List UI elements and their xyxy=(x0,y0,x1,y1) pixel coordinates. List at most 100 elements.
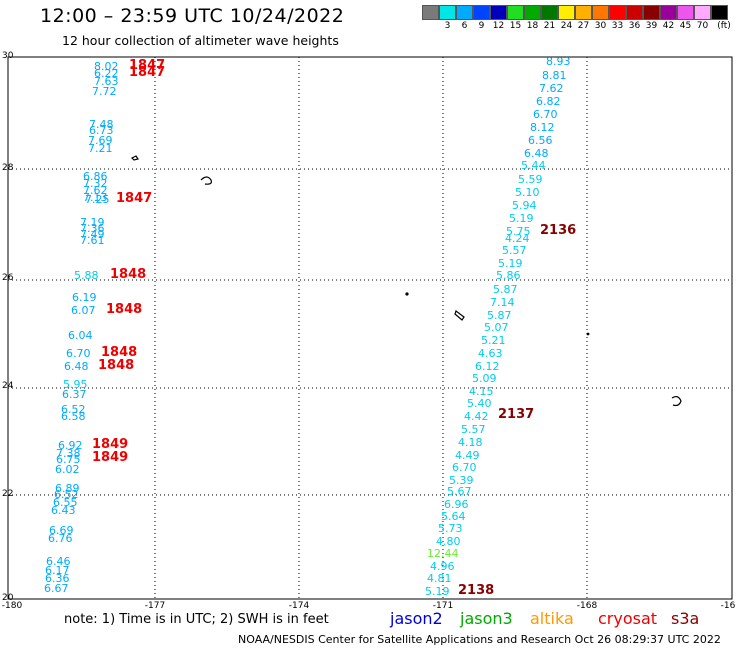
coastline-features xyxy=(130,155,682,407)
wave-height-label: 6.52 xyxy=(54,488,79,501)
wave-height-legend: 3 6 9 12 15 18 21 24 27 30 33 36 39 42 45 70 (ft) xyxy=(422,5,731,31)
legend-bin-label: 9 xyxy=(478,21,485,31)
wave-height-label: 6.48 xyxy=(64,360,89,373)
wave-height-label: 6.52 xyxy=(61,403,86,416)
island-dot xyxy=(586,332,590,336)
x-tick-label: -171 xyxy=(432,601,454,611)
legend-swatch xyxy=(660,5,677,20)
island-outline xyxy=(130,155,139,161)
wave-height-label: 6.73 xyxy=(89,124,114,137)
wave-height-label: 5.07 xyxy=(484,321,509,334)
pass-time-label: 1847 xyxy=(129,65,166,80)
wave-height-label: 5.86 xyxy=(496,269,521,282)
map-title: 12:00 – 23:59 UTC 10/24/2022 xyxy=(40,5,345,27)
wave-height-label: 7.14 xyxy=(490,296,515,309)
wave-height-label: 5.19 xyxy=(498,257,523,270)
y-tick-label: 22 xyxy=(2,489,14,499)
wave-height-label: 6.56 xyxy=(528,134,553,147)
wave-height-label: 6.70 xyxy=(452,461,477,474)
wave-height-label: 4.15 xyxy=(469,385,494,398)
pass-time-label: 1848 xyxy=(98,358,135,373)
wave-height-label: 7.32 xyxy=(83,177,108,190)
wave-height-label: 5.94 xyxy=(512,199,537,212)
legend-bin-label: 6 xyxy=(461,21,468,31)
wave-height-label: 6.92 xyxy=(58,439,83,452)
wave-height-label: 6.89 xyxy=(55,482,80,495)
wave-height-label: 4.42 xyxy=(464,410,489,423)
legend-bin-label: 30 xyxy=(594,21,607,31)
wave-height-label: 6.76 xyxy=(48,532,73,545)
legend-satellite-cryosat: cryosat xyxy=(598,609,658,628)
wave-height-label: 6.36 xyxy=(45,572,70,585)
wave-height-label: 6.55 xyxy=(53,496,78,509)
pass-time-label: 1848 xyxy=(101,345,138,360)
x-tick-label: -180 xyxy=(1,601,23,611)
y-tick-label: 24 xyxy=(2,381,14,391)
island-dot xyxy=(405,292,409,296)
legend-swatch xyxy=(575,5,592,20)
wave-height-label: 6.37 xyxy=(62,388,87,401)
pass-time-label: 1848 xyxy=(106,302,143,317)
wave-height-label: 6.48 xyxy=(524,147,549,160)
pass-time-label: 2138 xyxy=(458,583,495,598)
wave-height-label: 7.62 xyxy=(539,82,564,95)
wave-height-label: 5.21 xyxy=(481,334,506,347)
legend-satellite-altika: altika xyxy=(530,609,574,628)
legend-satellite-jason2: jason2 xyxy=(390,609,443,628)
legend-swatch xyxy=(507,5,524,20)
wave-height-label: 4.18 xyxy=(458,436,483,449)
legend-swatch xyxy=(626,5,643,20)
legend-labels: 3 6 9 12 15 18 21 24 27 30 33 36 39 42 45 70 (ft) xyxy=(422,21,740,35)
legend-swatch xyxy=(558,5,575,20)
legend-swatch xyxy=(490,5,507,20)
pass-time-label: 1847 xyxy=(116,191,153,206)
wave-height-label: 7.21 xyxy=(88,142,113,155)
wave-height-label: 6.69 xyxy=(49,524,74,537)
legend-bin-label: 33 xyxy=(611,21,624,31)
wave-height-label: 4.96 xyxy=(430,560,455,573)
island-outline xyxy=(200,176,212,185)
legend-bin-label: 24 xyxy=(560,21,573,31)
pass-time-label: 2136 xyxy=(540,223,577,238)
wave-height-label: 6.75 xyxy=(56,453,81,466)
wave-height-label: 7.62 xyxy=(83,184,108,197)
wave-height-label: 5.95 xyxy=(63,378,88,391)
wave-height-label: 7.48 xyxy=(89,118,114,131)
legend-swatch xyxy=(711,5,728,20)
wave-height-label: 5.75 xyxy=(506,225,531,238)
y-tick-label: 20 xyxy=(2,593,14,603)
map-subtitle: 12 hour collection of altimeter wave hei… xyxy=(62,33,339,48)
pass-time-label: 1848 xyxy=(110,267,147,282)
wave-height-label: 4.80 xyxy=(436,535,461,548)
wave-height-label: 4.24 xyxy=(505,232,530,245)
legend-satellite-s3a: s3a xyxy=(671,609,700,628)
wave-height-label: 7.38 xyxy=(56,447,81,460)
legend-swatches xyxy=(422,5,728,20)
wave-height-label: 7.49 xyxy=(80,228,105,241)
wave-height-label: 7.36 xyxy=(80,222,105,235)
legend-bin-label: 70 xyxy=(696,21,709,31)
wave-height-label: 5.44 xyxy=(521,159,546,172)
wave-height-label: 6.07 xyxy=(71,304,96,317)
wave-height-label: 5.67 xyxy=(447,485,472,498)
y-tick-label: 30 xyxy=(2,51,14,61)
legend-swatch xyxy=(643,5,660,20)
wave-height-label: 7.61 xyxy=(80,234,105,247)
wave-height-label: 7.25 xyxy=(85,193,110,206)
wave-height-label: 4.81 xyxy=(427,572,452,585)
legend-swatch xyxy=(541,5,558,20)
legend-bin-label: 18 xyxy=(526,21,539,31)
legend-unit: (ft) xyxy=(717,21,731,31)
plot-frame xyxy=(7,56,733,600)
legend-bin-label: 3 xyxy=(444,21,451,31)
wave-height-label: 7.19 xyxy=(80,216,105,229)
wave-height-label: 6.17 xyxy=(45,564,70,577)
legend-bin-label: 27 xyxy=(577,21,590,31)
legend-bin-label: 15 xyxy=(509,21,522,31)
footer-credit: NOAA/NESDIS Center for Satellite Applica… xyxy=(238,633,721,646)
wave-height-label: 7.13 xyxy=(83,191,108,204)
legend-swatch xyxy=(609,5,626,20)
wave-height-label: 7.72 xyxy=(92,85,117,98)
legend-bin-label: 36 xyxy=(628,21,641,31)
